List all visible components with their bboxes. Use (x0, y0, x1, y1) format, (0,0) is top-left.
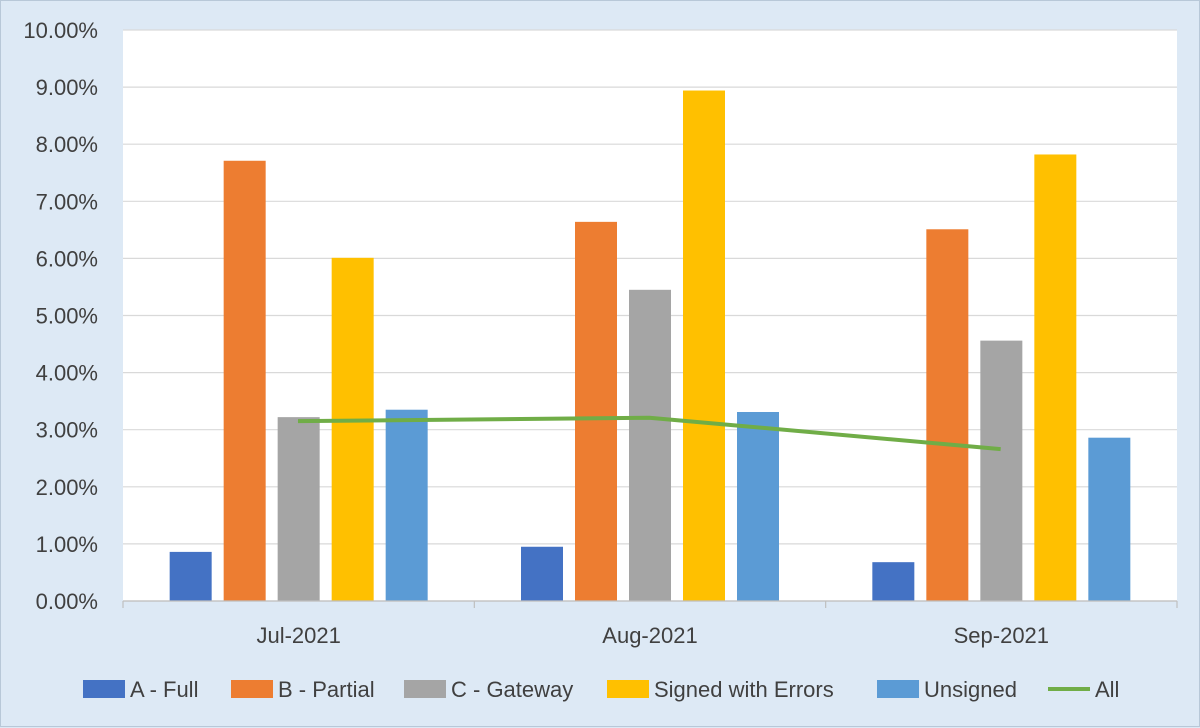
y-tick-label: 0.00% (36, 589, 98, 614)
legend-label-c-gateway: C - Gateway (451, 677, 573, 702)
y-tick-label: 4.00% (36, 361, 98, 386)
bar-signed-with-errors-1 (683, 91, 725, 601)
bar-a-full-0 (170, 552, 212, 601)
y-tick-label: 7.00% (36, 189, 98, 214)
legend: A - Full B - Partial C - Gateway Signed wit… (83, 677, 1119, 702)
x-axis: Jul-2021 Aug-2021 Sep-2021 (123, 601, 1177, 648)
bar-unsigned-0 (386, 410, 428, 601)
x-category-label: Aug-2021 (602, 623, 697, 648)
legend-swatch-signed-with-errors (607, 680, 649, 698)
bar-c-gateway-1 (629, 290, 671, 601)
legend-swatch-b-partial (231, 680, 273, 698)
bar-signed-with-errors-0 (332, 258, 374, 601)
y-tick-label: 1.00% (36, 532, 98, 557)
y-tick-label: 6.00% (36, 246, 98, 271)
legend-swatch-c-gateway (404, 680, 446, 698)
y-tick-label: 8.00% (36, 132, 98, 157)
bar-c-gateway-2 (980, 341, 1022, 601)
legend-swatch-unsigned (877, 680, 919, 698)
legend-label-b-partial: B - Partial (278, 677, 375, 702)
y-axis: 0.00% 1.00% 2.00% 3.00% 4.00% 5.00% 6.00% 7.00%… (23, 18, 98, 614)
bar-unsigned-2 (1088, 438, 1130, 601)
legend-label-signed-with-errors: Signed with Errors (654, 677, 834, 702)
legend-label-a-full: A - Full (130, 677, 198, 702)
bar-a-full-2 (872, 562, 914, 601)
y-tick-label: 3.00% (36, 418, 98, 443)
y-tick-label: 10.00% (23, 18, 98, 43)
bar-unsigned-1 (737, 412, 779, 601)
bar-signed-with-errors-2 (1034, 154, 1076, 601)
bar-b-partial-0 (224, 161, 266, 601)
legend-swatch-a-full (83, 680, 125, 698)
legend-label-unsigned: Unsigned (924, 677, 1017, 702)
y-tick-label: 5.00% (36, 304, 98, 329)
bar-a-full-1 (521, 547, 563, 601)
y-tick-label: 2.00% (36, 475, 98, 500)
x-category-label: Sep-2021 (954, 623, 1049, 648)
legend-label-all: All (1095, 677, 1119, 702)
y-tick-label: 9.00% (36, 75, 98, 100)
bar-b-partial-2 (926, 229, 968, 601)
bar-c-gateway-0 (278, 417, 320, 601)
bar-b-partial-1 (575, 222, 617, 601)
x-category-label: Jul-2021 (256, 623, 340, 648)
